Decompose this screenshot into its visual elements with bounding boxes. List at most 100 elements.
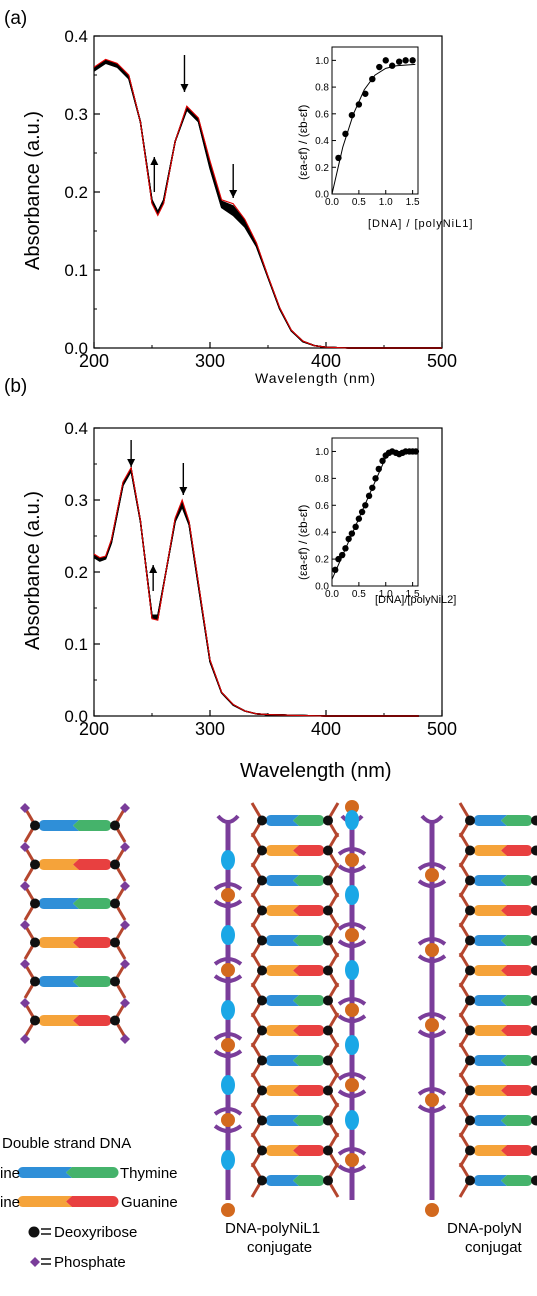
conj1-rung-pair-right xyxy=(293,995,325,1006)
conj1-rung-pair xyxy=(265,1175,325,1186)
panel-b-inset-xtick-label: 0.5 xyxy=(352,589,366,600)
dna-rung-pair xyxy=(38,1015,112,1026)
conj2-ni-unit-cup xyxy=(417,1029,447,1038)
conj1-rung-pair xyxy=(265,1085,325,1096)
conj2-ni-unit-cup xyxy=(417,954,447,963)
conj2-rung-deoxyribose xyxy=(465,1175,475,1186)
conj2-rung-pair-left xyxy=(473,1025,507,1036)
conj1-rung-pair xyxy=(265,845,325,856)
panel-b-ytick-label: 0.3 xyxy=(64,491,88,510)
panel-b-inset-point xyxy=(348,530,356,537)
panel-b-xtick-label: 500 xyxy=(427,719,457,739)
conj2-rung-pair-right xyxy=(501,845,533,856)
conj2-rung-pair-left xyxy=(473,1055,507,1066)
conj2-rung-deoxyribose xyxy=(531,815,537,826)
conj1-strand-left-cup xyxy=(216,814,240,824)
panel-a-inset-frame xyxy=(331,46,419,195)
panel-b-inset-point xyxy=(362,502,369,509)
conj2-rung-deoxyribose xyxy=(465,1085,475,1096)
phosphate-diamond xyxy=(20,959,30,969)
panel-a-inset-point xyxy=(402,57,409,64)
conj1-ni-unit-nickel xyxy=(345,1003,359,1017)
conj1-rung-pair-right xyxy=(293,965,325,976)
conj1-rung-pair xyxy=(265,815,325,826)
conj1-ni-unit-cup xyxy=(337,864,367,873)
conj1-ni-unit-nickel xyxy=(221,1113,235,1127)
conj2-rung-pair-left xyxy=(473,905,507,916)
conj2-rung-deoxyribose xyxy=(465,1145,475,1156)
dna-rung-deoxyribose xyxy=(110,976,120,987)
conj2-rung-deoxyribose xyxy=(465,815,475,826)
conj2-ni-unit-nickel xyxy=(425,868,439,882)
panel-a-inset-point xyxy=(395,58,403,65)
conj2-rung-deoxyribose xyxy=(465,1055,475,1066)
conj1-caption-line1: DNA-polyNiL1 xyxy=(225,1220,321,1237)
panel-b-inset-xtick-label: 1.0 xyxy=(379,589,393,600)
conj2-rung-pair-right xyxy=(501,995,533,1006)
conj2-rung-deoxyribose xyxy=(531,905,537,916)
conj1-rung-pair-left xyxy=(265,935,299,946)
conj1-ellipse xyxy=(345,885,359,905)
conj2-rung-pair-left xyxy=(473,1145,507,1156)
conj1-rung-deoxyribose xyxy=(323,1145,333,1156)
conj1-ni-unit-cup xyxy=(337,939,367,948)
panel-a-inset-point xyxy=(362,90,369,97)
dna-rung-deoxyribose xyxy=(110,859,120,870)
conj2-rung-pair xyxy=(473,965,533,976)
conj2-rung-deoxyribose xyxy=(531,1175,537,1186)
conj2-rung-pair-left xyxy=(473,875,507,886)
panel-b-xlabel: Wavelength (nm) xyxy=(240,760,392,782)
conj1-rung-pair-right xyxy=(293,1055,325,1066)
conj1-rung-pair xyxy=(265,1055,325,1066)
panel-a-inset-ytick-label: 0.2 xyxy=(315,163,329,174)
phosphate-diamond xyxy=(120,842,130,852)
panel-a-inset-point xyxy=(355,101,363,108)
dna-rung-pair-right xyxy=(73,1015,112,1026)
conj1-rung-deoxyribose xyxy=(257,995,267,1006)
conj2-rung-pair-right xyxy=(501,1175,533,1186)
conj1-rung-deoxyribose xyxy=(323,815,333,826)
conj2-rung-pair xyxy=(473,905,533,916)
panel-a-inset-ytick-label: 0.0 xyxy=(315,190,329,201)
panel-a-ytick-label: 0.0 xyxy=(64,339,88,358)
conj2-rung-pair xyxy=(473,1025,533,1036)
panel-b-ylabel: Absorbance (a.u.) xyxy=(22,491,44,650)
panel-b-inset-point xyxy=(365,492,373,500)
conj2-rung-pair-right xyxy=(501,965,533,976)
conj1-rung-pair-right xyxy=(293,1175,325,1186)
conj2-ni-unit-cup xyxy=(417,879,447,888)
conj1-rung-pair-left xyxy=(265,905,299,916)
conj2-rung-pair-right xyxy=(501,905,533,916)
conj1-rung-deoxyribose xyxy=(257,1115,267,1126)
dna-rung-pair xyxy=(38,976,112,987)
conj1-rung-deoxyribose xyxy=(323,1115,333,1126)
conj2-rung-pair xyxy=(473,1175,533,1186)
dna-rung-deoxyribose xyxy=(30,976,40,987)
legend-deoxyribose-icon xyxy=(28,1226,40,1238)
phosphate-diamond xyxy=(20,803,30,813)
conj1-ni-unit-nickel xyxy=(221,963,235,977)
conj1-rung-deoxyribose xyxy=(257,1055,267,1066)
inset-b-ylabel: (εa-εf) / (εb-εf) xyxy=(296,504,310,580)
conj2-ni-unit-nickel xyxy=(425,1018,439,1032)
panel-b-inset-point xyxy=(339,551,346,559)
panel-a-inset-point xyxy=(335,154,342,162)
conj1-rung-pair-right xyxy=(293,1115,325,1126)
panel-a-inset-ytick-label: 1.0 xyxy=(315,56,329,67)
conj1-rung-pair xyxy=(265,875,325,886)
conj1-ni-unit-cup xyxy=(213,1124,243,1133)
dna-rung-pair-right xyxy=(73,976,112,987)
conj1-ellipse xyxy=(221,850,235,870)
legend-guanine-pair xyxy=(17,1196,119,1207)
panel-b-xtick-label: 200 xyxy=(79,719,109,739)
panel-a-inset-point xyxy=(342,130,349,138)
conj1-rung-pair-left xyxy=(265,965,299,976)
conj2-rung-deoxyribose xyxy=(531,1115,537,1126)
panel-a-inset-xtick-label: 1.0 xyxy=(379,197,393,208)
conj1-ellipse xyxy=(221,1000,235,1020)
panel-b-ytick-label: 0.0 xyxy=(64,707,88,726)
dna-rung-pair xyxy=(38,898,112,909)
conj1-rung-pair xyxy=(265,995,325,1006)
panel-b-arrow-head xyxy=(149,565,158,573)
panel-a-inset-xtick-label: 0.0 xyxy=(325,197,339,208)
